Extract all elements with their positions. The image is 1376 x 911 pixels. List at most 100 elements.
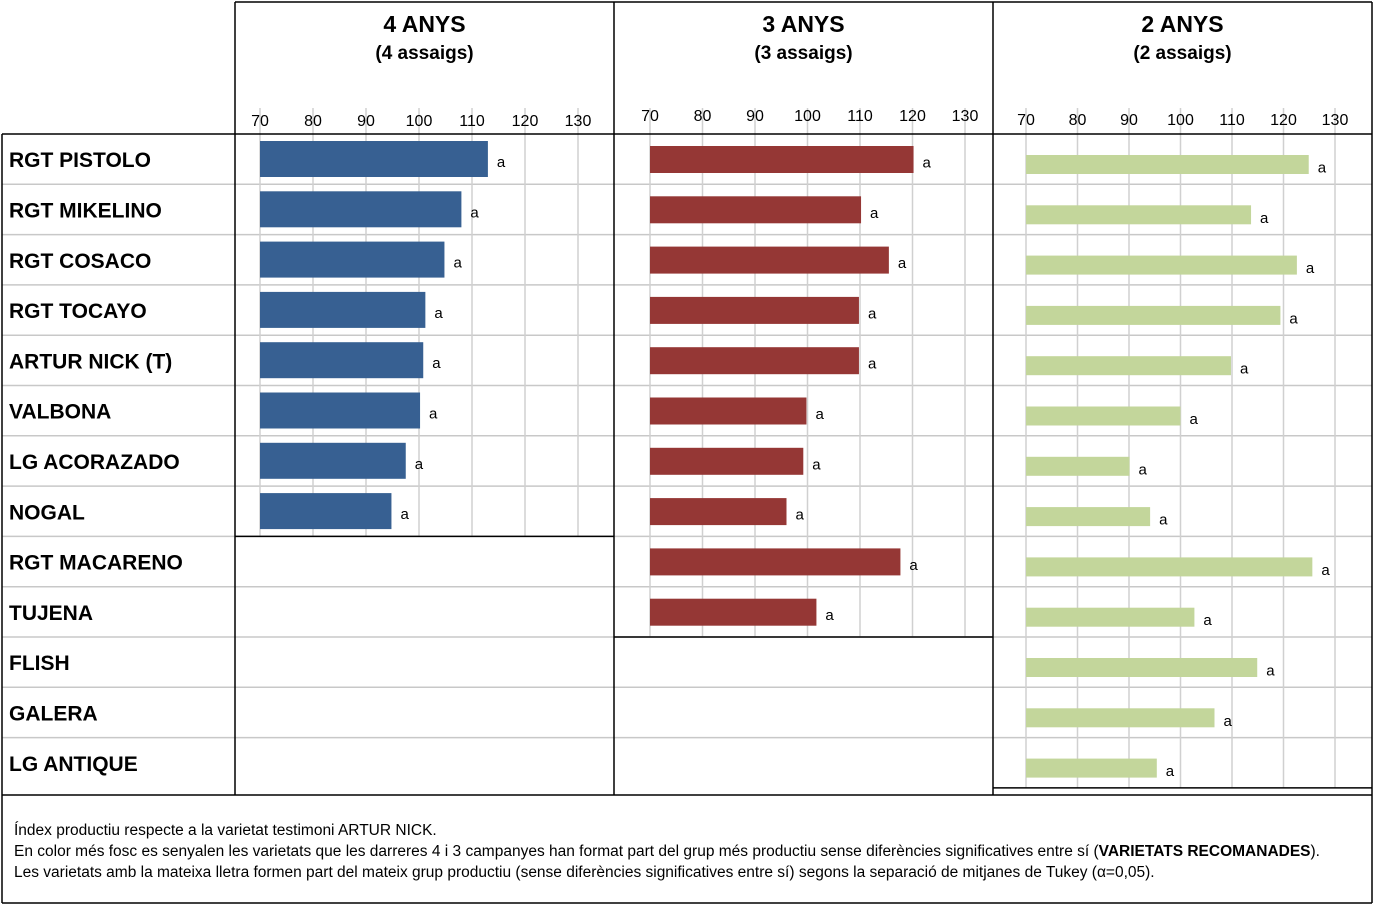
panel-4-anys-bar-artur-nick-t: [260, 342, 424, 379]
panel-2-anys-group-label-rgt-mikelino: a: [1260, 210, 1269, 227]
variety-label-rgt-pistolo: RGT PISTOLO: [9, 149, 151, 172]
panel-4-anys-bar-nogal: [260, 493, 392, 530]
panel-4-anys-bar-rgt-tocayo: [260, 291, 426, 328]
variety-label-rgt-macareno: RGT MACARENO: [9, 552, 183, 575]
panel-3-anys-group-label-artur-nick-t: a: [868, 356, 877, 373]
panel-3-anys-tick-80: 80: [694, 108, 712, 125]
variety-label-rgt-mikelino: RGT MIKELINO: [9, 199, 162, 222]
panel-2-anys-bar-rgt-tocayo: [1026, 305, 1281, 325]
panel-4-anys-bar-rgt-mikelino: [260, 191, 462, 228]
panel-3-anys-group-label-rgt-pistolo: a: [923, 155, 932, 172]
panel-3-anys-bar-nogal: [650, 498, 787, 526]
variety-label-tujena: TUJENA: [9, 602, 93, 625]
panel-3-anys-bar-rgt-macareno: [650, 548, 901, 576]
panel-2-anys-bar-rgt-mikelino: [1026, 205, 1252, 225]
panel-4-anys-group-label-artur-nick-t: a: [432, 355, 441, 372]
panel-4-anys-group-label-rgt-tocayo: a: [434, 305, 443, 322]
panel-2-anys-group-label-rgt-cosaco: a: [1306, 260, 1315, 277]
panel-3-anys-bar-rgt-pistolo: [650, 146, 914, 173]
panel-2-anys-tick-130: 130: [1322, 112, 1349, 129]
panel-4-anys-tick-80: 80: [304, 113, 322, 130]
panel-2-anys-bar-flish: [1026, 658, 1258, 677]
panel-2-anys-group-label-rgt-macareno: a: [1321, 562, 1330, 579]
panel-4-anys-group-label-rgt-pistolo: a: [497, 154, 506, 171]
footnote: Índex productiu respecte a la varietat t…: [14, 820, 1361, 883]
variety-label-galera: GALERA: [9, 702, 98, 725]
footnote-line-3: Les varietats amb la mateixa lletra form…: [14, 864, 1155, 881]
panel-3-anys-bar-rgt-tocayo: [650, 296, 859, 324]
panel-3-anys-group-label-rgt-tocayo: a: [868, 305, 877, 322]
variety-label-nogal: NOGAL: [9, 501, 85, 524]
panel-2-anys-tick-120: 120: [1270, 112, 1297, 129]
panel-3-anys-bar-tujena: [650, 598, 817, 626]
panel-2-anys-bar-rgt-macareno: [1026, 557, 1313, 577]
panel-3-anys-tick-90: 90: [746, 108, 764, 125]
panel-4-anys-group-label-rgt-mikelino: a: [470, 204, 479, 221]
variety-label-artur-nick-t: ARTUR NICK (T): [9, 350, 172, 373]
panel-3-anys-bar-artur-nick-t: [650, 347, 859, 375]
panel-2-anys-group-label-lg-acorazado: a: [1139, 461, 1148, 478]
panel-2-anys-tick-90: 90: [1120, 112, 1138, 129]
panel-4-anys-group-label-rgt-cosaco: a: [453, 255, 462, 272]
footnote-line-2-text: En color més fosc es senyalen les variet…: [14, 843, 1099, 860]
variety-label-lg-antique: LG ANTIQUE: [9, 753, 138, 776]
panel-4-anys-group-label-lg-acorazado: a: [415, 456, 424, 473]
panel-2-anys-group-label-nogal: a: [1159, 512, 1168, 529]
panel-3-anys-subtitle: (3 assaigs): [754, 43, 852, 64]
panel-3-anys-group-label-rgt-cosaco: a: [898, 255, 907, 272]
panel-2-anys-group-label-lg-antique: a: [1166, 763, 1175, 780]
panel-3-anys-group-label-rgt-macareno: a: [909, 557, 918, 574]
variety-label-valbona: VALBONA: [9, 401, 111, 424]
panel-2-anys-bar-rgt-pistolo: [1026, 155, 1309, 174]
panel-2-anys-title: 2 ANYS: [1141, 11, 1223, 37]
panel-3-anys-bar-rgt-mikelino: [650, 196, 862, 224]
panel-4-anys-title: 4 ANYS: [383, 11, 465, 37]
panel-4-anys-bar-rgt-cosaco: [260, 241, 445, 278]
panel-2-anys-bar-lg-antique: [1026, 758, 1157, 778]
panel-2-anys-group-label-artur-nick-t: a: [1240, 361, 1249, 378]
panel-2-anys-bar-lg-acorazado: [1026, 456, 1130, 476]
footnote-recommended-label: VARIETATS RECOMANADES: [1098, 843, 1311, 860]
panel-2-anys-group-label-tujena: a: [1203, 612, 1212, 629]
panel-3-anys-group-label-rgt-mikelino: a: [870, 205, 879, 222]
panel-4-anys-bar-valbona: [260, 392, 421, 429]
panel-3-anys-bar-valbona: [650, 397, 807, 425]
variety-label-lg-acorazado: LG ACORAZADO: [9, 451, 180, 474]
panel-2-anys-tick-70: 70: [1017, 112, 1035, 129]
panel-3-anys-tick-100: 100: [794, 108, 821, 125]
panel-4-anys-subtitle: (4 assaigs): [375, 43, 473, 64]
panel-2-anys-group-label-rgt-tocayo: a: [1289, 310, 1298, 327]
panel-2-anys-bar-rgt-cosaco: [1026, 255, 1297, 275]
panel-3-anys-group-label-lg-acorazado: a: [812, 456, 821, 473]
footnote-line-2-end: ).: [1310, 843, 1320, 860]
panel-2-anys-tick-80: 80: [1069, 112, 1087, 129]
panel-2-anys-bar-galera: [1026, 708, 1215, 728]
panel-4-anys-bar-lg-acorazado: [260, 442, 406, 479]
panel-3-anys-title: 3 ANYS: [762, 11, 844, 37]
panel-4-anys-tick-110: 110: [459, 113, 485, 130]
panel-3-anys-bar-lg-acorazado: [650, 447, 804, 475]
panel-2-anys-bar-nogal: [1026, 507, 1151, 527]
panel-4-anys-bar-rgt-pistolo: [260, 141, 488, 177]
variety-label-rgt-tocayo: RGT TOCAYO: [9, 300, 147, 323]
panel-2-anys-tick-100: 100: [1167, 112, 1194, 129]
panel-2-anys-bar-valbona: [1026, 406, 1181, 426]
panel-4-anys-tick-90: 90: [357, 113, 375, 130]
footnote-line-2: En color més fosc es senyalen les variet…: [14, 841, 1361, 862]
variety-label-rgt-cosaco: RGT COSACO: [9, 250, 151, 273]
panel-2-anys-group-label-flish: a: [1266, 663, 1275, 680]
panel-2-anys-tick-110: 110: [1219, 112, 1245, 129]
panel-3-anys-group-label-nogal: a: [796, 507, 805, 524]
panel-4-anys-group-label-nogal: a: [400, 506, 409, 523]
panel-3-anys-tick-120: 120: [899, 108, 926, 125]
panel-4-anys-tick-120: 120: [512, 113, 539, 130]
panel-3-anys-tick-110: 110: [847, 108, 873, 125]
panel-2-anys-group-label-galera: a: [1223, 713, 1232, 730]
panel-3-anys-bar-rgt-cosaco: [650, 246, 889, 274]
panel-3-anys-tick-130: 130: [952, 108, 979, 125]
panel-2-anys-group-label-rgt-pistolo: a: [1318, 160, 1327, 177]
panel-2-anys-bar-artur-nick-t: [1026, 356, 1231, 376]
panel-4-anys-tick-130: 130: [565, 113, 592, 130]
footnote-line-1: Índex productiu respecte a la varietat t…: [14, 822, 437, 839]
